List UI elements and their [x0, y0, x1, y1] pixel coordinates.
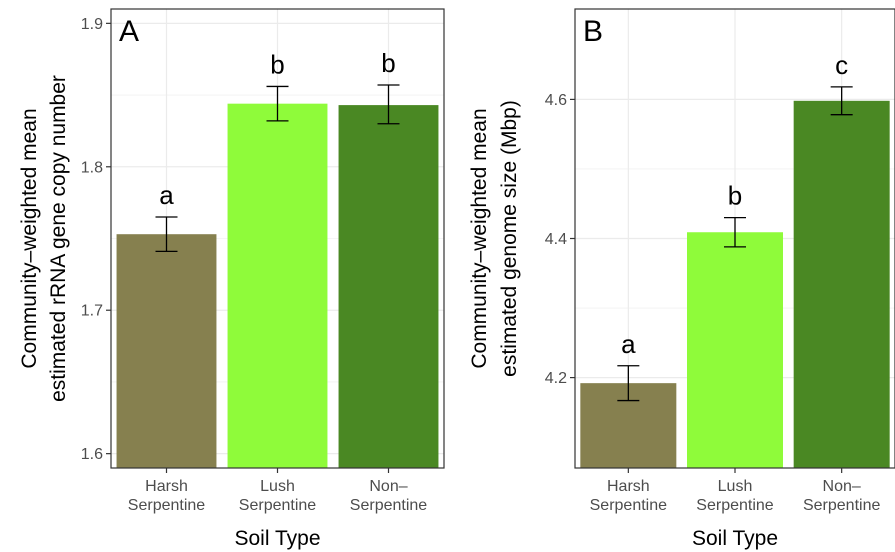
panel-a: a b b 1.6 1.7 1.8 1.9 Harsh Serpentine Lush Serpen… [18, 8, 445, 550]
panel-tag: A [119, 15, 139, 48]
x-tick-label-line: Harsh [145, 478, 188, 495]
significance-letter: c [835, 50, 848, 80]
x-tick-label: Harsh Serpentine [590, 478, 667, 514]
significance-letter: b [728, 181, 742, 211]
x-tick-label-line: Serpentine [239, 497, 316, 514]
y-axis-title-line: Community–weighted mean [18, 108, 41, 368]
y-tick-label: 4.6 [545, 92, 567, 109]
significance-letter: b [270, 49, 284, 79]
y-axis-title-line: Community–weighted mean [468, 108, 491, 368]
panel-tag: B [583, 15, 603, 48]
bar [793, 100, 890, 469]
x-tick-label-line: Serpentine [350, 497, 427, 514]
y-tick-label: 1.7 [81, 303, 103, 320]
panel-b: a b c 4.2 4.4 4.6 Harsh Serpentine Lush Serpentin… [468, 8, 895, 550]
x-tick-label-line: Harsh [607, 478, 650, 495]
bar [338, 105, 439, 469]
y-axis-title-line: estimated genome size (Mbp) [498, 100, 521, 377]
x-tick-label: Non– Serpentine [350, 478, 427, 514]
y-tick-label: 4.4 [545, 231, 567, 248]
x-tick-label-line: Serpentine [590, 497, 667, 514]
x-tick-label: Lush Serpentine [239, 478, 316, 514]
bar [687, 232, 783, 468]
x-tick-label: Harsh Serpentine [128, 478, 205, 514]
x-tick-label-line: Non– [823, 478, 861, 495]
y-axis-title-line: estimated rRNA gene copy number [47, 75, 70, 402]
x-tick-label-line: Serpentine [128, 497, 205, 514]
x-axis-title: Soil Type [692, 527, 778, 550]
x-tick-label-line: Lush [260, 478, 295, 495]
x-tick-label: Lush Serpentine [696, 478, 773, 514]
y-tick-label: 1.9 [81, 16, 103, 33]
x-tick-label-line: Serpentine [803, 497, 880, 514]
bar [227, 103, 328, 468]
y-tick-label: 1.6 [81, 446, 103, 463]
x-tick-label-line: Lush [718, 478, 753, 495]
x-axis-title: Soil Type [235, 527, 321, 550]
significance-letter: b [381, 48, 395, 78]
y-tick-label: 4.2 [545, 370, 567, 387]
bar [116, 234, 217, 468]
y-tick-label: 1.8 [81, 159, 103, 176]
x-tick-label-line: Serpentine [696, 497, 773, 514]
significance-letter: a [621, 329, 636, 359]
significance-letter: a [159, 180, 174, 210]
x-tick-label: Non– Serpentine [803, 478, 880, 514]
x-tick-label-line: Non– [369, 478, 407, 495]
